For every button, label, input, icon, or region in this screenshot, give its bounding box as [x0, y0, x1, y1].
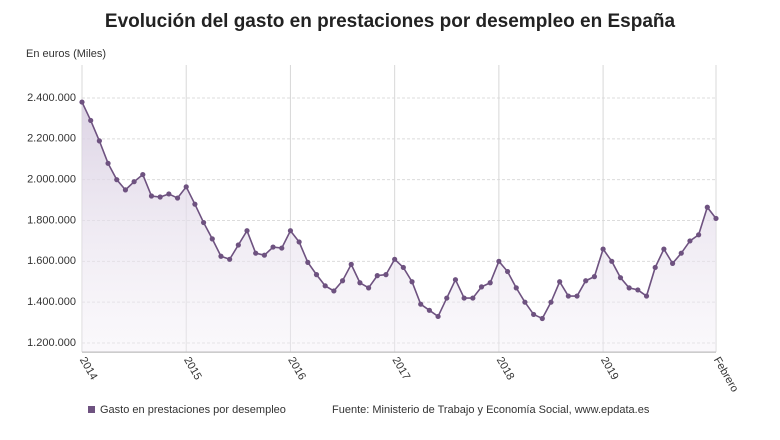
chart-title: Evolución del gasto en prestaciones por … [105, 11, 676, 32]
point [461, 295, 467, 301]
point [192, 201, 198, 207]
point [452, 277, 459, 283]
point [244, 228, 250, 234]
y-tick-label: 1.600.000 [27, 255, 76, 267]
point [174, 195, 181, 201]
x-tick-label: 2018 [494, 355, 517, 382]
point [96, 138, 102, 144]
y-tick-label: 1.800.000 [27, 214, 76, 226]
point [166, 191, 172, 197]
point [626, 285, 632, 291]
point [140, 171, 146, 178]
point [635, 287, 641, 293]
point [227, 256, 233, 262]
y-tick-label: 1.200.000 [27, 337, 76, 349]
point [148, 193, 155, 199]
point [669, 260, 676, 266]
point [322, 283, 328, 289]
legend-label: Gasto en prestaciones por desempleo [100, 404, 286, 416]
point [444, 295, 450, 301]
point [687, 238, 693, 244]
point [357, 280, 363, 286]
y-tick-label: 1.400.000 [27, 296, 76, 308]
point [200, 219, 207, 226]
point [218, 253, 224, 259]
point [652, 264, 658, 271]
point [496, 258, 502, 264]
y-tick-label: 2.400.000 [27, 92, 76, 104]
point [157, 194, 163, 200]
y-tick-label: 2.000.000 [27, 174, 76, 186]
point [400, 264, 406, 271]
point [548, 299, 554, 305]
point [470, 295, 476, 301]
point [392, 256, 398, 262]
x-tick-label: 2019 [598, 355, 621, 382]
point [609, 258, 615, 264]
x-tick-label: 2017 [390, 355, 413, 382]
point [122, 187, 129, 193]
point [366, 285, 372, 291]
x-tick-label: 2014 [77, 355, 100, 382]
point [88, 117, 94, 124]
point [696, 232, 702, 238]
legend-swatch [88, 406, 95, 413]
point [704, 204, 710, 210]
point [114, 177, 120, 183]
x-tick-label: 2015 [181, 355, 204, 382]
point [591, 274, 598, 280]
point [713, 215, 719, 222]
point [513, 285, 519, 291]
point [296, 239, 302, 245]
point [574, 293, 580, 299]
point [435, 313, 441, 320]
area [82, 102, 716, 352]
point [617, 275, 624, 281]
point [209, 236, 215, 242]
point [339, 278, 346, 284]
x-tick-label: Febrero [711, 355, 741, 394]
point [383, 272, 389, 278]
point [270, 244, 276, 250]
point [279, 245, 285, 251]
point [79, 99, 85, 105]
x-tick-label: 2016 [285, 355, 308, 382]
point [409, 279, 415, 285]
y-axis-label: En euros (Miles) [26, 48, 106, 60]
point [253, 250, 259, 256]
point [539, 315, 545, 322]
point [305, 259, 311, 265]
point [565, 293, 571, 299]
point [426, 307, 432, 313]
point [661, 246, 667, 252]
point [131, 179, 137, 185]
point [313, 272, 320, 278]
point [418, 301, 424, 307]
point [287, 228, 294, 234]
point [583, 278, 589, 284]
point [531, 311, 537, 318]
y-tick-label: 2.200.000 [27, 133, 76, 145]
point [235, 242, 241, 248]
point [261, 252, 267, 258]
point [678, 250, 684, 256]
point [183, 184, 189, 190]
point [348, 261, 354, 267]
point [487, 280, 493, 286]
source: Fuente: Ministerio de Trabajo y Economía… [332, 404, 650, 416]
point [643, 293, 650, 299]
point [522, 299, 528, 305]
point [478, 284, 485, 290]
point [600, 246, 606, 252]
point [504, 268, 511, 275]
point [105, 160, 111, 166]
point [557, 279, 563, 285]
point [331, 288, 337, 294]
point [374, 273, 380, 279]
